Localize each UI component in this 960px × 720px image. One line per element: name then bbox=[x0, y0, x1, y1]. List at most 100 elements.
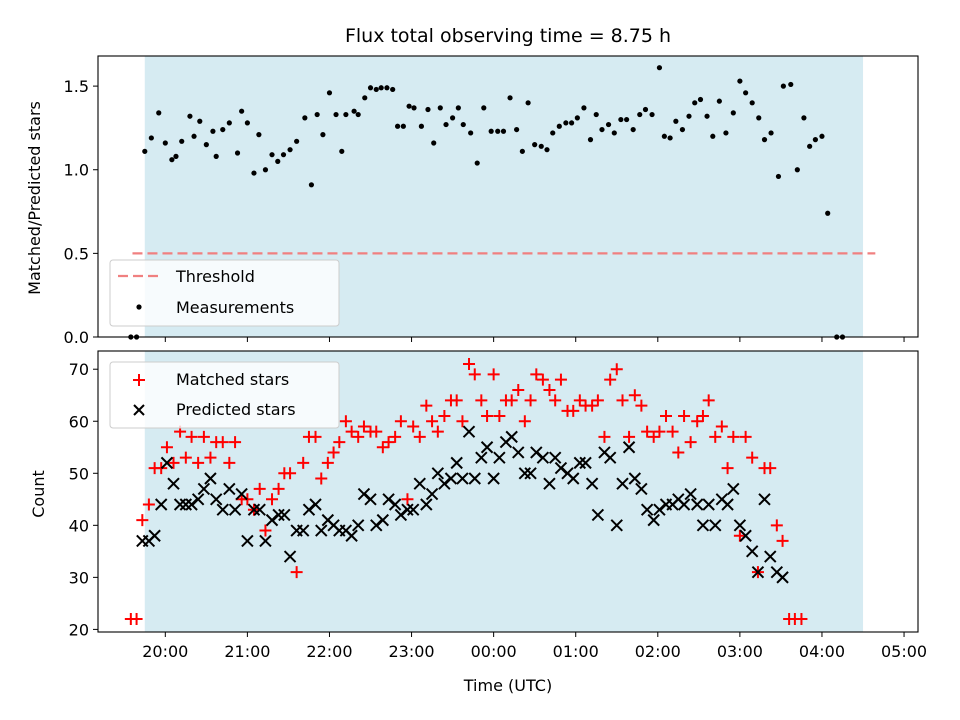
predicted-stars-point bbox=[591, 508, 605, 522]
bottom-x-ticks: 20:00 21:00 22:00 23:00 00:00 01:00 02:00 03:00… bbox=[142, 632, 927, 661]
measurement-point bbox=[390, 86, 396, 93]
predicted-stars-point bbox=[197, 482, 211, 496]
matched-stars-point bbox=[691, 415, 704, 428]
bottom-y-tick-label: 20 bbox=[69, 620, 89, 639]
measurement-point bbox=[394, 123, 401, 129]
measurement-point bbox=[455, 105, 461, 111]
measurement-point bbox=[234, 150, 241, 156]
matched-stars-point bbox=[739, 430, 752, 443]
predicted-stars-point bbox=[468, 472, 481, 485]
measurement-point bbox=[302, 115, 308, 121]
measurement-point bbox=[756, 115, 762, 121]
predicted-stars-point bbox=[548, 451, 562, 464]
measurement-point bbox=[801, 115, 807, 121]
top-y-tick-label: 1.0 bbox=[64, 161, 89, 180]
measurement-point bbox=[649, 111, 655, 118]
measurement-point bbox=[425, 106, 431, 113]
predicted-stars-point bbox=[204, 472, 217, 485]
measurement-point bbox=[723, 130, 729, 136]
matched-stars-point bbox=[456, 415, 469, 428]
predicted-stars-point bbox=[739, 529, 752, 542]
predicted-stars-point bbox=[764, 550, 777, 563]
measurement-point bbox=[244, 120, 250, 126]
matched-stars-point bbox=[795, 612, 808, 625]
measurement-point bbox=[339, 148, 345, 154]
predicted-stars-point bbox=[450, 456, 463, 470]
legend-threshold-label: Threshold bbox=[175, 267, 255, 286]
measurement-point bbox=[686, 113, 692, 119]
matched-stars-point bbox=[394, 415, 407, 428]
predicted-stars-point bbox=[567, 472, 580, 485]
measurement-point bbox=[574, 115, 580, 121]
predicted-stars-point bbox=[610, 519, 623, 532]
predicted-stars-point bbox=[223, 482, 236, 496]
matched-stars-point bbox=[505, 394, 518, 407]
matched-stars-point bbox=[309, 430, 322, 443]
matched-stars-point bbox=[696, 410, 709, 423]
matched-stars-point bbox=[598, 430, 611, 443]
predicted-stars-point bbox=[579, 456, 592, 470]
measurement-point bbox=[308, 182, 315, 188]
matched-stars-point bbox=[389, 430, 402, 443]
predicted-stars-point bbox=[351, 519, 365, 532]
bottom-y-tick-label: 50 bbox=[69, 464, 89, 483]
predicted-stars-point bbox=[702, 498, 715, 511]
measurement-point bbox=[593, 111, 599, 118]
top-y-tick-label: 1.5 bbox=[64, 77, 89, 96]
measurement-point bbox=[256, 132, 262, 138]
matched-stars-point bbox=[684, 436, 697, 449]
measurement-point bbox=[587, 137, 594, 143]
predicted-stars-point bbox=[241, 534, 254, 548]
predicted-stars-point bbox=[413, 477, 426, 490]
matched-stars-point bbox=[764, 462, 777, 475]
measurement-point bbox=[673, 118, 679, 124]
predicted-stars-point bbox=[696, 519, 710, 532]
matched-stars-point bbox=[543, 384, 556, 397]
matched-stars-point bbox=[660, 410, 673, 423]
predicted-stars-point bbox=[228, 503, 242, 516]
matched-stars-point bbox=[253, 482, 266, 495]
predicted-stars-point bbox=[401, 503, 414, 516]
predicted-stars-point bbox=[420, 498, 433, 511]
measurement-point bbox=[343, 111, 349, 118]
predicted-stars-point bbox=[209, 493, 223, 506]
predicted-stars-point bbox=[456, 472, 469, 485]
measurement-point bbox=[226, 120, 232, 126]
measurement-point bbox=[287, 147, 293, 153]
x-tick-label: 04:00 bbox=[799, 642, 845, 661]
top-x-ticks bbox=[164, 337, 905, 342]
matched-stars-point bbox=[229, 436, 242, 449]
matched-stars-point bbox=[142, 498, 155, 511]
predicted-stars-point bbox=[315, 524, 328, 537]
predicted-stars-point bbox=[616, 477, 629, 490]
measurement-point bbox=[794, 167, 800, 173]
measurement-point bbox=[351, 108, 357, 114]
measurement-point bbox=[179, 138, 185, 144]
matched-stars-point bbox=[567, 404, 580, 417]
measurement-point bbox=[563, 120, 569, 126]
measurement-point bbox=[280, 152, 287, 158]
predicted-stars-point bbox=[727, 482, 740, 496]
matched-stars-point bbox=[610, 363, 623, 376]
bottom-y-tick-label: 40 bbox=[69, 516, 89, 535]
matched-stars-point bbox=[197, 430, 210, 443]
matched-stars-point bbox=[216, 436, 229, 449]
predicted-stars-point bbox=[272, 508, 285, 522]
matched-stars-point bbox=[450, 394, 463, 407]
predicted-stars-point bbox=[345, 529, 358, 542]
x-axis-label: Time (UTC) bbox=[463, 676, 552, 695]
matched-stars-point bbox=[616, 394, 629, 407]
predicted-stars-point bbox=[191, 493, 205, 506]
measurement-point bbox=[400, 123, 406, 129]
measurement-point bbox=[169, 157, 175, 163]
measurement-point bbox=[743, 90, 749, 96]
measurement-point bbox=[637, 111, 643, 118]
matched-stars-point bbox=[426, 415, 439, 428]
matched-stars-point bbox=[185, 430, 198, 443]
measurement-point bbox=[474, 160, 480, 166]
measurement-point bbox=[367, 85, 374, 91]
matched-stars-series bbox=[124, 358, 808, 625]
predicted-stars-point bbox=[235, 487, 248, 501]
measurement-point bbox=[679, 126, 686, 133]
measurement-point bbox=[780, 83, 786, 89]
